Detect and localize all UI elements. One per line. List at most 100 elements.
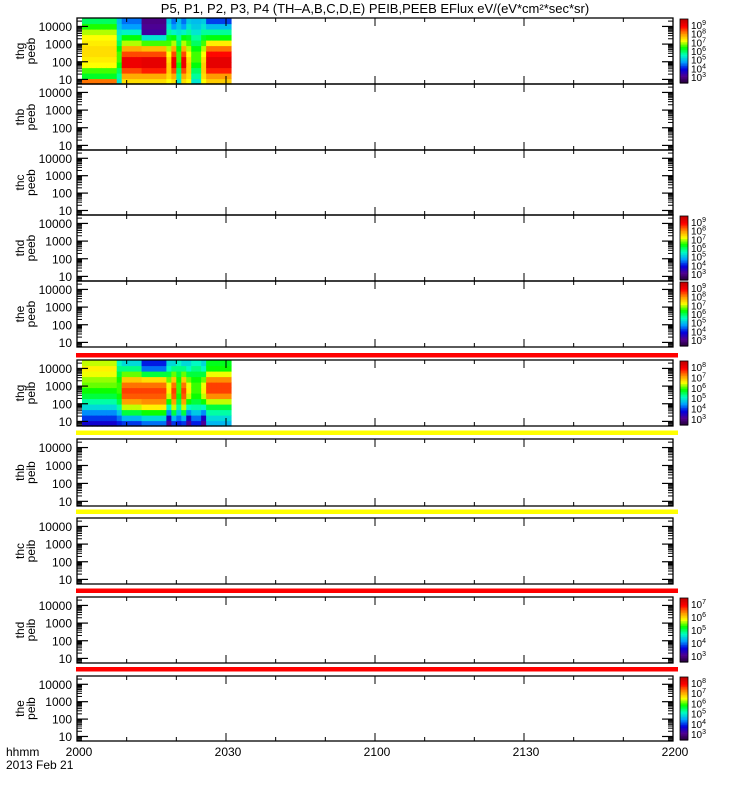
spectrogram-cell [181, 67, 187, 74]
colorbar-label-exponent: 5 [702, 393, 706, 400]
spectrogram-cell [226, 409, 232, 416]
colorbar-label-exponent: 3 [702, 729, 706, 736]
spectrogram-cell [191, 51, 197, 58]
colorbar-segment [680, 364, 688, 367]
spectrogram-cell [221, 409, 227, 416]
spectrogram-cell [166, 23, 172, 30]
colorbar-label-exponent: 6 [702, 612, 706, 619]
spectrogram-cell [196, 371, 202, 378]
spectrogram-cell [171, 393, 177, 400]
colorbar-segment [680, 623, 688, 626]
y-tick-label: 1000 [45, 538, 72, 552]
spectrogram-cell [176, 23, 182, 30]
spectrogram-cell [176, 360, 182, 367]
spectrogram-cell [151, 393, 158, 400]
colorbar-label-base: 10 [691, 301, 703, 312]
spectrogram-cell [156, 382, 163, 389]
spectrogram-cell [106, 420, 113, 427]
colorbar-segment [680, 312, 688, 315]
colorbar-segment [680, 647, 688, 650]
colorbar-segment [680, 658, 688, 661]
spectrogram-cell [216, 420, 222, 427]
spectrogram-cell [81, 45, 88, 52]
spectrogram-cell [156, 45, 163, 52]
colorbar-segment [680, 79, 688, 82]
spectrogram-cell [181, 409, 187, 416]
spectrogram-cell [181, 371, 187, 378]
spectrogram-cell [166, 398, 172, 405]
spectrogram-cell [81, 29, 88, 36]
spectrogram-cell [216, 45, 222, 52]
spectrogram-cell [96, 382, 103, 389]
spectrogram-cell [196, 393, 202, 400]
spectrogram-cell [126, 382, 133, 389]
spectrogram-cell [191, 382, 197, 389]
colorbar-label-exponent: 3 [702, 72, 706, 79]
colorbar-segment [680, 625, 688, 628]
colorbar-label-base: 10 [691, 652, 703, 663]
spectrogram-cell [116, 34, 123, 41]
spectrogram-cell [126, 376, 133, 383]
colorbar-segment [680, 302, 688, 305]
spectrogram-cell [111, 78, 118, 85]
colorbar-segment [680, 59, 688, 62]
spectrogram-cell [141, 34, 148, 41]
spectrogram-cell [196, 409, 202, 416]
spectrogram-cell [216, 56, 222, 63]
panel-frame [76, 438, 674, 507]
spectrogram-cell [226, 393, 232, 400]
spectrogram-cell [136, 415, 143, 422]
spectrogram-cell [176, 45, 182, 52]
colorbar-label-exponent: 5 [702, 55, 706, 62]
spectrogram-cell [146, 398, 153, 405]
spectrogram-cell [116, 56, 123, 63]
spectrogram-cell [86, 404, 93, 411]
colorbar-label-base: 10 [691, 38, 703, 49]
spectrogram-cell [106, 409, 113, 416]
y-tick-label: 10 [59, 495, 73, 509]
colorbar-segment [680, 75, 688, 78]
spectrogram-cell [101, 51, 108, 58]
spectrogram-cell [176, 365, 182, 372]
spectrogram-cell [226, 23, 232, 30]
colorbar-segment [680, 224, 688, 227]
spectrogram-cell [221, 73, 227, 80]
spectrogram-cell [111, 365, 118, 372]
colorbar-segment [680, 78, 688, 81]
spectrogram-cell [116, 23, 123, 30]
colorbar-segment [680, 67, 688, 70]
spectrogram-cell [86, 34, 93, 41]
colorbar-segment [680, 630, 688, 633]
colorbar-segment [680, 383, 688, 386]
spectrogram-cell [201, 45, 207, 52]
colorbar-label-base: 10 [691, 639, 703, 650]
y-tick-label: 10 [59, 270, 73, 284]
spectrogram-cell [136, 40, 143, 47]
colorbar-segment [680, 599, 688, 602]
spectrogram-cell [221, 365, 227, 372]
spectrogram-cell [166, 34, 172, 41]
spectrogram-cell [81, 56, 88, 63]
colorbar-segment [680, 51, 688, 54]
spectrogram-cell [131, 40, 138, 47]
spectrogram-cell [166, 415, 172, 422]
colorbar-label-exponent: 4 [702, 719, 706, 726]
spectrogram-cell [116, 382, 123, 389]
spectrogram-cell [121, 404, 128, 411]
panel-frame [76, 596, 674, 664]
colorbar-segment [680, 298, 688, 301]
colorbar-segment [680, 275, 688, 278]
spectrogram-cell [146, 67, 153, 74]
spectrogram-cell [196, 62, 202, 69]
spectrogram-cell [111, 398, 118, 405]
colorbar-segment [680, 601, 688, 604]
spectrogram-cell [161, 382, 167, 389]
colorbar-segment [680, 657, 688, 660]
spectrogram-cell [131, 34, 138, 41]
spectrogram-cell [106, 415, 113, 422]
panel-instrument-label: peeb [24, 103, 38, 130]
spectrogram-cell [166, 393, 172, 400]
colorbar-segment [680, 278, 688, 281]
spectrogram-cell [166, 382, 172, 389]
